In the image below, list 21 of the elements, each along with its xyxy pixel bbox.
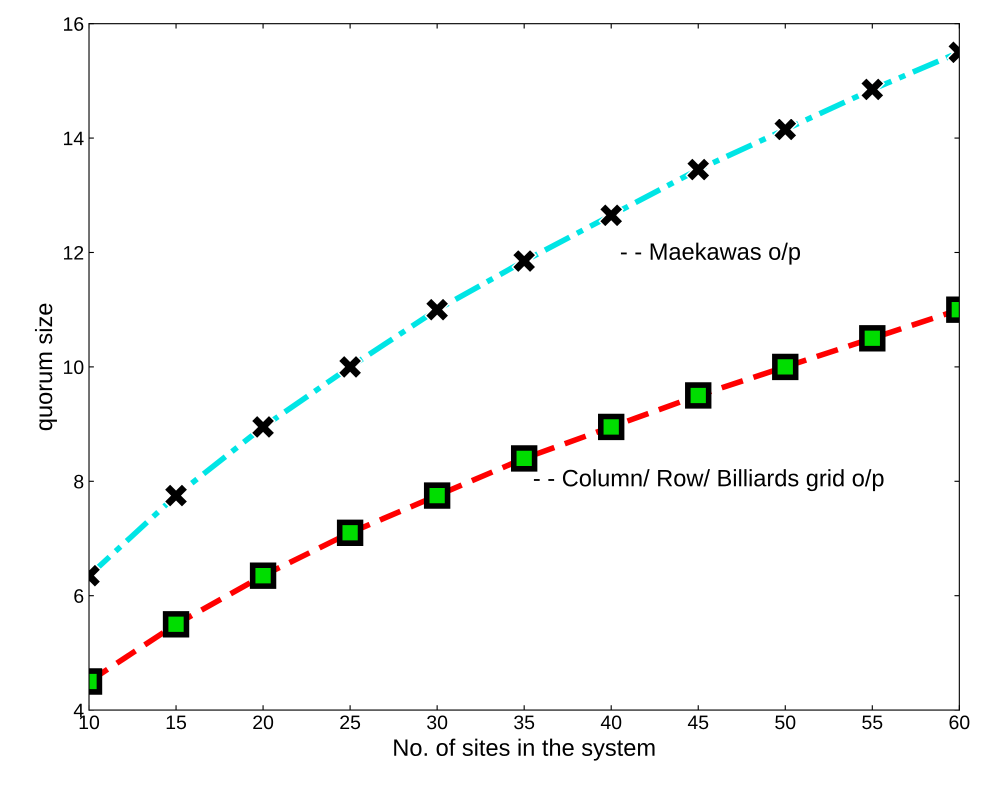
y-tick-label: 8: [74, 474, 84, 489]
annotation: - - Column/ Row/ Billiards grid o/p: [534, 469, 884, 492]
x-tick-label: 50: [775, 715, 796, 730]
annotation: - - Maekawas o/p: [620, 242, 800, 265]
y-axis-title: quorum size: [34, 304, 57, 430]
y-tick-label: 12: [64, 246, 84, 260]
y-tick-label: 4: [74, 704, 84, 718]
x-tick-label: 15: [166, 716, 186, 730]
y-tick-label: 16: [64, 17, 84, 31]
x-tick-label: 45: [688, 716, 708, 730]
x-tick-label: 25: [340, 715, 360, 730]
x-tick-label: 20: [253, 715, 274, 730]
y-tick-label: 10: [64, 360, 84, 374]
y-tick-label: 14: [64, 132, 84, 146]
x-tick-label: 35: [514, 715, 534, 730]
x-tick-label: 40: [600, 715, 622, 730]
y-tick-label: 6: [74, 589, 84, 603]
x-tick-label: 55: [862, 716, 882, 730]
x-axis-title: No. of sites in the system: [394, 738, 654, 761]
x-tick-label: 30: [427, 715, 448, 730]
x-tick-label: 60: [950, 715, 970, 730]
